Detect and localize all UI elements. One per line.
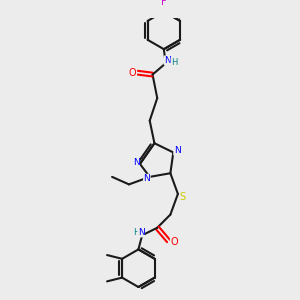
Text: N: N bbox=[164, 56, 171, 65]
Text: N: N bbox=[138, 228, 145, 237]
Text: H: H bbox=[171, 58, 177, 67]
Text: N: N bbox=[143, 174, 150, 183]
Text: F: F bbox=[161, 0, 167, 7]
Text: O: O bbox=[129, 68, 136, 78]
Text: N: N bbox=[174, 146, 180, 155]
Text: S: S bbox=[179, 192, 186, 202]
Text: H: H bbox=[133, 228, 140, 237]
Text: O: O bbox=[170, 237, 178, 247]
Text: N: N bbox=[133, 158, 140, 166]
